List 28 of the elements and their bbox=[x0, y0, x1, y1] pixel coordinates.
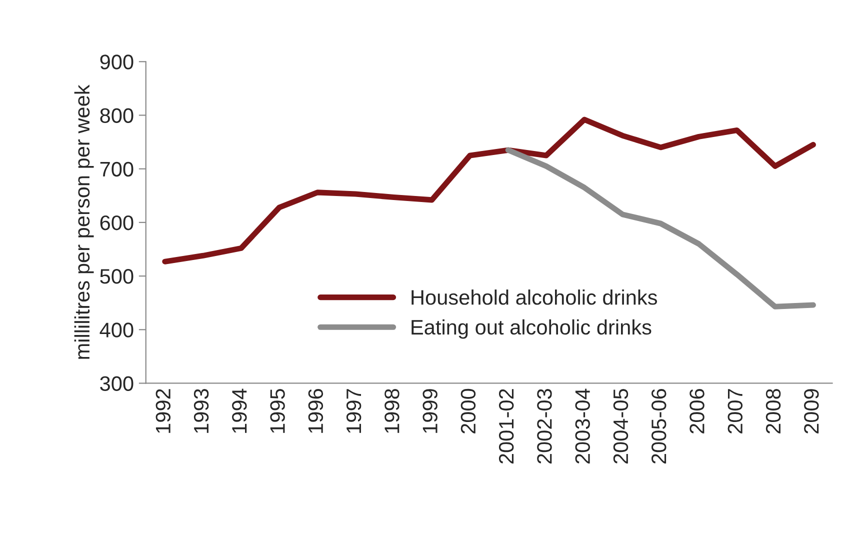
y-tick-label: 600 bbox=[100, 215, 134, 230]
x-tick-label: 2007 bbox=[728, 389, 743, 434]
x-tick-label: 2004-05 bbox=[613, 388, 628, 464]
x-tick-label: 1996 bbox=[308, 389, 324, 433]
legend-label: Eating out alcoholic drinks bbox=[412, 319, 652, 339]
x-tick-label: 2005-06 bbox=[652, 389, 666, 464]
y-tick-label: 500 bbox=[100, 269, 134, 284]
y-axis-title: millilitres per person per week bbox=[74, 84, 94, 359]
x-tick-label: 1995 bbox=[270, 388, 285, 433]
x-tick-label: 2009 bbox=[804, 389, 819, 434]
legend-label: Household alcoholic drinks bbox=[412, 290, 658, 305]
x-tick-label: 2003-04 bbox=[575, 388, 590, 464]
y-tick-label: 800 bbox=[100, 108, 134, 123]
y-tick-label: 400 bbox=[100, 322, 134, 338]
x-tick-label: 1994 bbox=[232, 388, 247, 433]
x-tick-label: 1999 bbox=[422, 389, 438, 433]
x-tick-label: 1993 bbox=[194, 389, 209, 433]
x-tick-label: 1992 bbox=[156, 389, 171, 433]
x-tick-label: 2006 bbox=[690, 389, 704, 434]
y-tick-label: 900 bbox=[100, 54, 134, 70]
x-tick-label: 1998 bbox=[384, 389, 400, 433]
y-tick-label: 300 bbox=[100, 376, 134, 391]
x-tick-label: 2008 bbox=[766, 389, 781, 434]
x-tick-label: 1997 bbox=[346, 389, 362, 433]
y-tick-label: 700 bbox=[100, 162, 134, 177]
x-tick-label: 2001-02 bbox=[498, 389, 514, 464]
x-tick-label: 2002-03 bbox=[537, 389, 552, 464]
x-tick-label: 2000 bbox=[460, 388, 476, 434]
